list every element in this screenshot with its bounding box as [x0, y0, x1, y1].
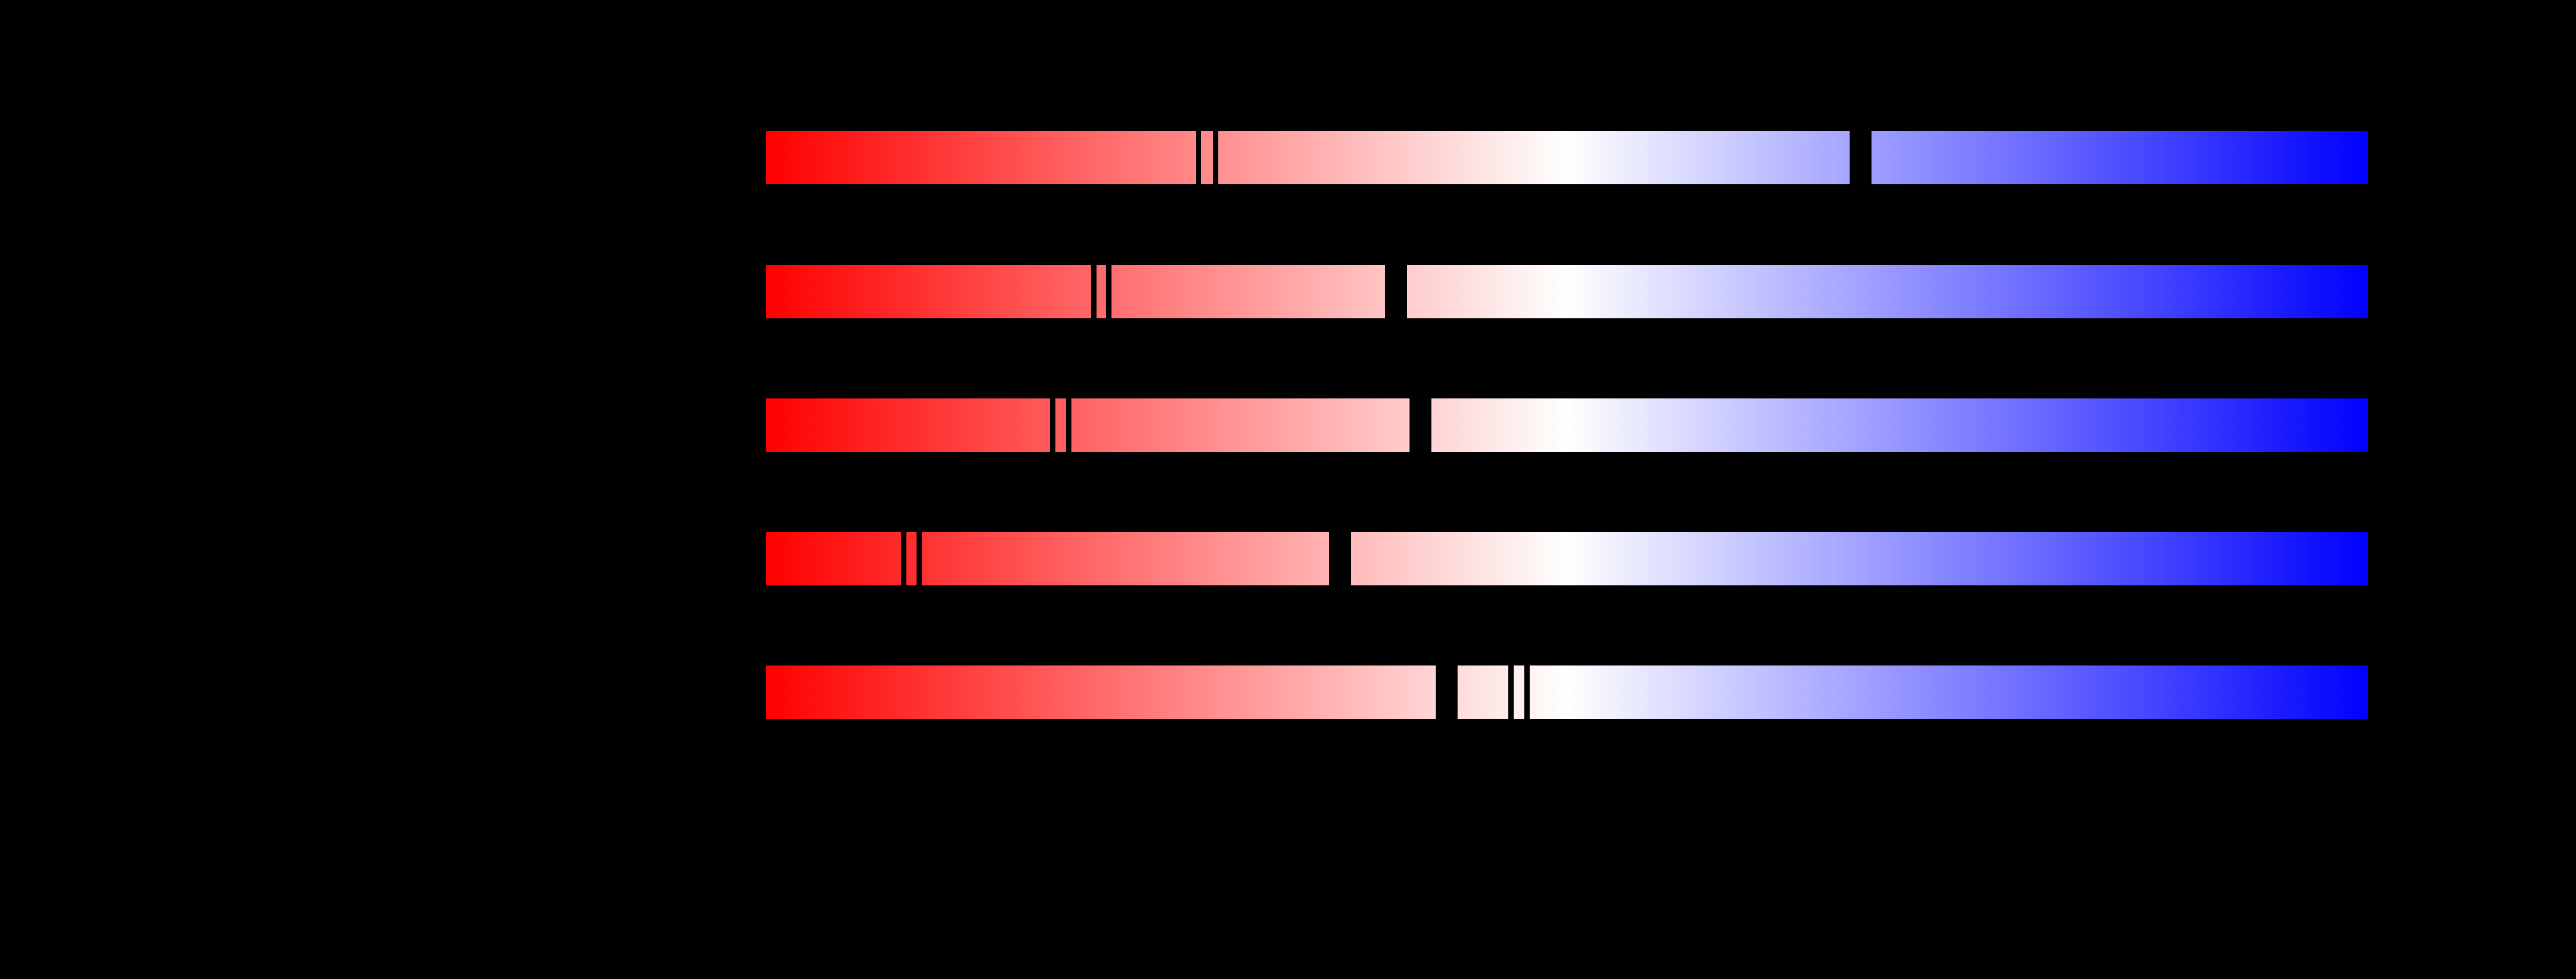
gap-marker	[1385, 265, 1407, 318]
tick-marker	[1524, 665, 1530, 719]
gap-marker	[1850, 131, 1872, 184]
tick-marker	[1091, 265, 1097, 318]
tick-marker	[1196, 131, 1201, 184]
tick-marker	[1213, 131, 1219, 184]
tick-marker	[1050, 398, 1055, 452]
gradient-bar	[766, 131, 2368, 184]
gradient-bar	[766, 398, 2368, 452]
tick-marker	[1066, 398, 1071, 452]
gap-marker	[1410, 398, 1431, 452]
tick-marker	[901, 532, 906, 585]
tick-marker	[1106, 265, 1111, 318]
gradient-bar	[766, 532, 2368, 585]
tick-marker	[1508, 665, 1514, 719]
tick-marker	[917, 532, 922, 585]
gap-marker	[1435, 665, 1458, 719]
gradient-bar	[766, 665, 2368, 719]
gradient-bar	[766, 265, 2368, 318]
gap-marker	[1328, 532, 1351, 585]
